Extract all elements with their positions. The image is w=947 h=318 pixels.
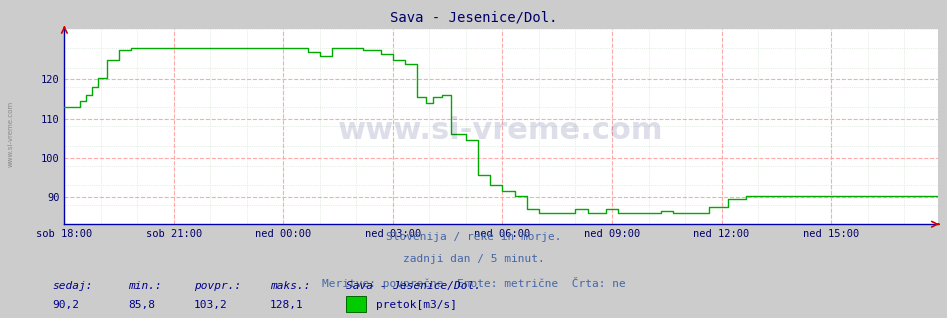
Text: www.si-vreme.com: www.si-vreme.com	[338, 116, 664, 145]
Text: 90,2: 90,2	[52, 300, 80, 310]
Text: Sava - Jesenice/Dol.: Sava - Jesenice/Dol.	[390, 10, 557, 24]
Text: 128,1: 128,1	[270, 300, 304, 310]
Text: 103,2: 103,2	[194, 300, 228, 310]
Text: Sava - Jesenice/Dol.: Sava - Jesenice/Dol.	[346, 281, 481, 291]
Text: Slovenija / reke in morje.: Slovenija / reke in morje.	[385, 232, 562, 242]
Text: pretok[m3/s]: pretok[m3/s]	[376, 300, 457, 310]
Text: www.si-vreme.com: www.si-vreme.com	[8, 100, 13, 167]
Text: 85,8: 85,8	[128, 300, 155, 310]
Text: min.:: min.:	[128, 281, 162, 291]
Text: sedaj:: sedaj:	[52, 281, 93, 291]
Text: zadnji dan / 5 minut.: zadnji dan / 5 minut.	[402, 254, 545, 264]
Text: Meritve: povprečne  Enote: metrične  Črta: ne: Meritve: povprečne Enote: metrične Črta:…	[322, 277, 625, 289]
Text: povpr.:: povpr.:	[194, 281, 241, 291]
Text: maks.:: maks.:	[270, 281, 311, 291]
